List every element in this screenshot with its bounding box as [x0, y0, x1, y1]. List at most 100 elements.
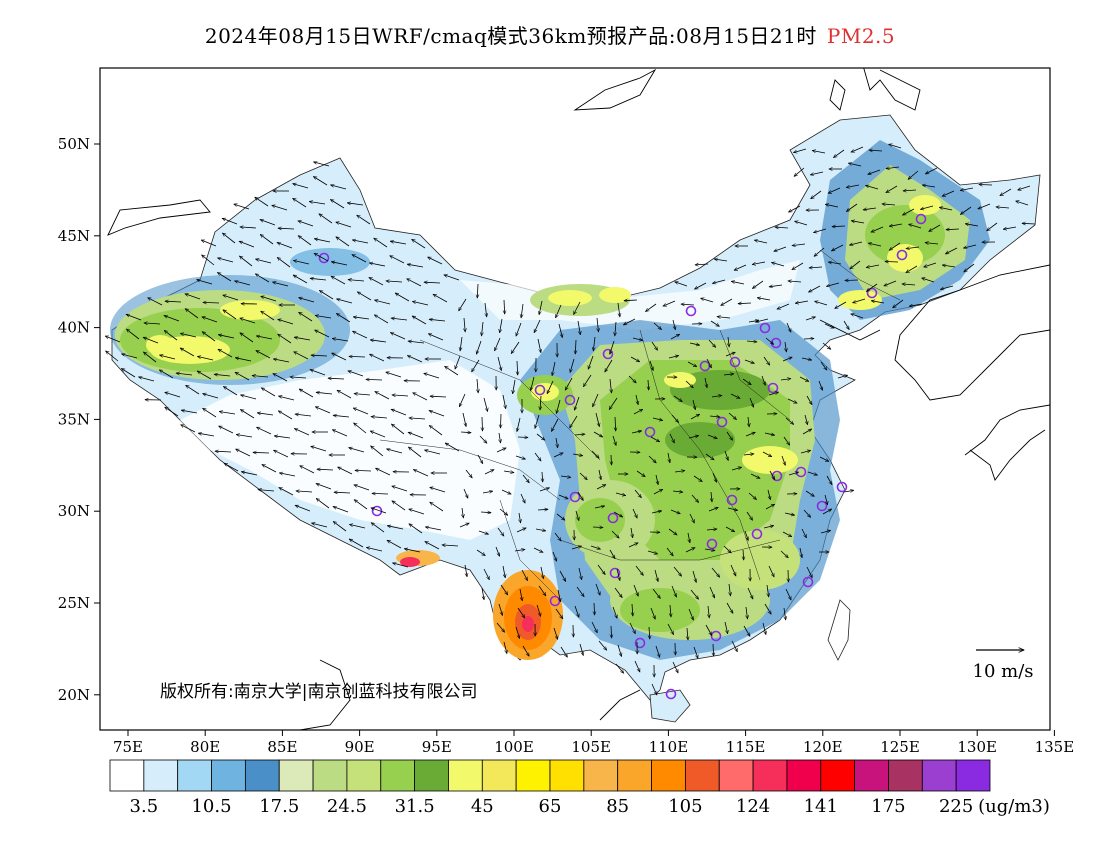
- wind-arrow: [785, 341, 786, 352]
- wind-arrow: [310, 370, 326, 376]
- city-marker: [607, 512, 619, 524]
- wind-arrow: [819, 456, 829, 462]
- wind-arrow: [551, 418, 559, 431]
- wind-arrow: [214, 374, 231, 376]
- wind-arrow: [843, 490, 854, 492]
- wind-arrow: [866, 264, 880, 268]
- wind-arrow: [392, 486, 408, 492]
- colorbar-swatch: [651, 759, 686, 792]
- wind-arrow: [164, 330, 178, 341]
- wind-arrow: [386, 281, 403, 282]
- wind-arrow: [497, 527, 504, 536]
- wind-arrow: [336, 314, 351, 323]
- wind-arrow: [298, 236, 312, 246]
- city-marker: [371, 505, 383, 517]
- wind-arrow: [479, 435, 487, 443]
- wind-arrow: [804, 414, 808, 425]
- wind-arrow: [579, 643, 583, 656]
- northeast-zone: [820, 140, 990, 320]
- wind-arrow: [800, 450, 811, 454]
- wind-arrow: [765, 337, 774, 344]
- wind-arrow: [592, 393, 599, 407]
- colorbar-swatch: [211, 759, 246, 792]
- wind-arrow: [445, 366, 459, 376]
- wind-arrow: [337, 299, 353, 304]
- wind-arrow: [370, 431, 386, 438]
- wind-arrow: [742, 378, 751, 385]
- wind-arrow: [500, 318, 503, 333]
- wind-arrow: [348, 371, 364, 377]
- wind-arrow: [814, 228, 827, 233]
- wind-arrow: [787, 398, 797, 404]
- city-marker: [564, 394, 576, 406]
- wind-arrow: [500, 584, 508, 595]
- city-marker: [318, 252, 330, 264]
- wind-arrow: [278, 319, 294, 325]
- wind-arrow: [866, 185, 879, 190]
- wind-arrow: [671, 585, 677, 597]
- wind-arrow: [701, 298, 714, 303]
- lat-tick-label: 25N: [58, 594, 90, 612]
- wind-arrow: [317, 469, 334, 470]
- wind-arrow: [546, 380, 554, 394]
- wind-arrow: [333, 507, 349, 513]
- wind-arrow: [298, 221, 314, 227]
- wind-arrow: [744, 530, 748, 541]
- wind-arrow: [632, 337, 643, 340]
- wind-arrow: [430, 502, 444, 512]
- wind-arrow: [869, 150, 883, 151]
- colorbar-swatch: [955, 759, 991, 792]
- wind-arrow: [260, 234, 274, 245]
- wind-arrow: [597, 564, 605, 575]
- wind-arrow: [181, 410, 198, 414]
- colorbar-swatch: [515, 759, 551, 792]
- wind-arrow: [592, 527, 603, 528]
- wind-arrow: [871, 226, 884, 233]
- wind-arrow: [672, 661, 679, 673]
- wind-arrow: [371, 446, 384, 457]
- wind-arrow: [746, 341, 757, 342]
- wind-arrow: [429, 411, 445, 417]
- wind-arrow: [273, 282, 289, 287]
- colorbar-tick-label: 24.5: [327, 796, 367, 817]
- wind-arrow: [649, 360, 653, 371]
- colorbar-unit: (ug/m3): [978, 796, 1050, 817]
- wind-arrow: [945, 247, 958, 255]
- wind-arrow: [624, 300, 638, 301]
- wind-arrow: [835, 301, 847, 309]
- wind-arrow: [476, 340, 482, 354]
- wind-arrow: [197, 356, 214, 361]
- wind-arrow: [295, 414, 312, 417]
- wind-arrow: [198, 433, 215, 437]
- wind-arrow: [789, 205, 801, 213]
- wind-arrow: [780, 550, 788, 558]
- wind-arrow: [802, 428, 812, 435]
- wind-arrow: [261, 311, 275, 321]
- wind-arrow: [261, 388, 276, 397]
- wind-arrow: [675, 282, 688, 287]
- wind-arrow: [203, 394, 219, 399]
- wind-arrow: [623, 318, 636, 326]
- wind-arrow: [219, 412, 236, 415]
- wind-arrow: [502, 394, 506, 409]
- wind-arrow: [273, 359, 290, 363]
- map-area[interactable]: [105, 55, 1050, 730]
- wind-arrow: [278, 411, 293, 420]
- colorbar-swatch: [143, 759, 179, 792]
- wind-arrow: [522, 645, 529, 656]
- wind-arrow: [671, 414, 679, 423]
- wind-arrow: [235, 371, 250, 381]
- wind-arrow: [315, 406, 331, 414]
- wind-arrow: [240, 410, 255, 419]
- wind-arrow: [783, 436, 790, 445]
- wind-arrow: [375, 391, 390, 400]
- wind-arrow: [462, 507, 463, 518]
- wind-arrow: [866, 283, 878, 292]
- wind-arrow: [688, 608, 694, 620]
- wind-arrow: [126, 329, 140, 340]
- wind-arrow: [144, 323, 161, 324]
- colorbar-swatch: [617, 759, 652, 792]
- city-markers: [318, 213, 927, 700]
- wind-arrow: [235, 358, 252, 362]
- wind-arrow: [670, 604, 671, 617]
